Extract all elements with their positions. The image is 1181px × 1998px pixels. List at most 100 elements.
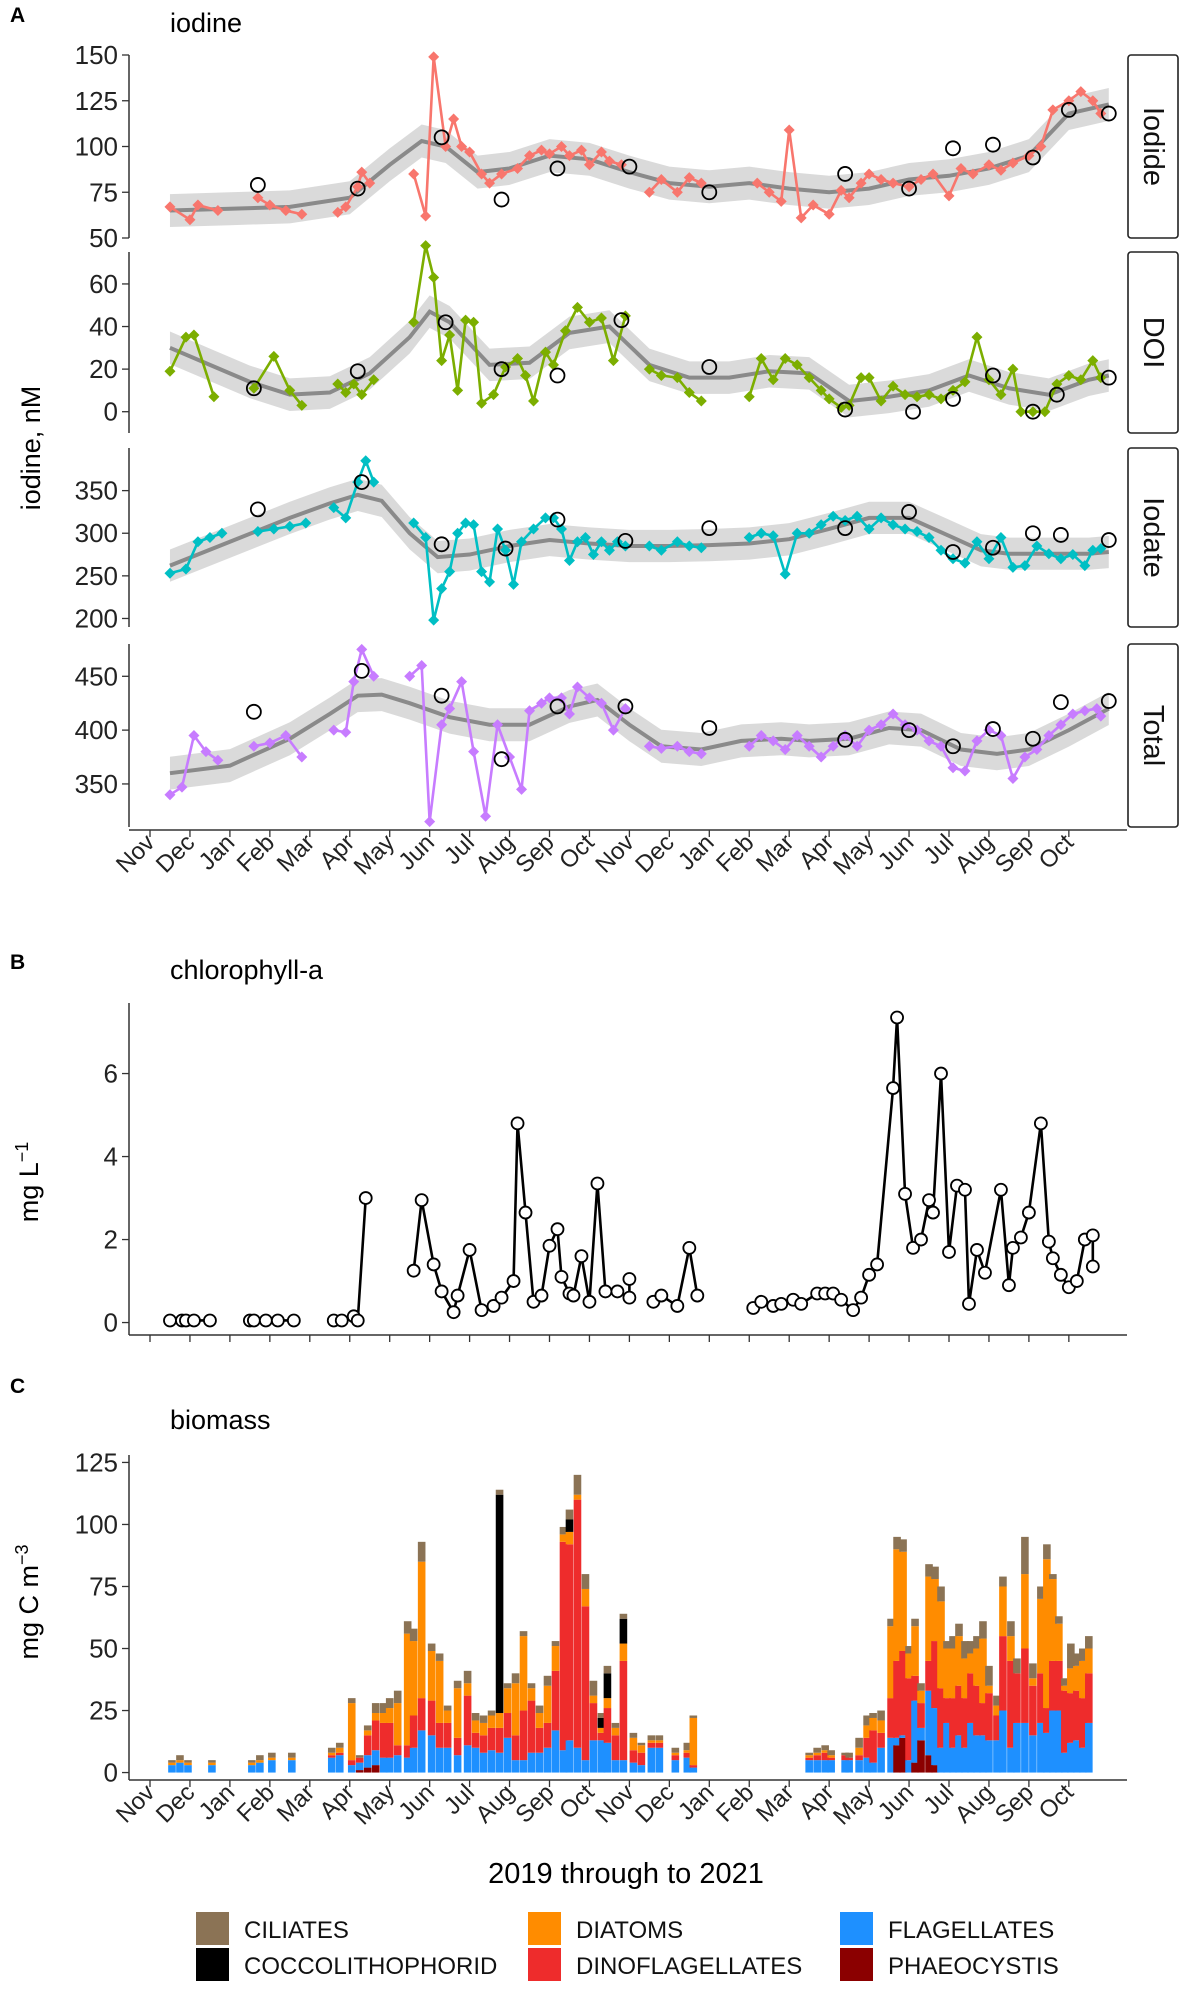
data-point: [755, 352, 767, 364]
biomass-segment-diatoms: [671, 1752, 680, 1756]
data-point: [955, 162, 967, 174]
data-point: [484, 177, 496, 189]
biomass-segment-ciliates: [355, 1755, 364, 1758]
biomass-bar: [543, 1675, 552, 1773]
chlorophyll-point: [590, 1176, 605, 1191]
biomass-bar: [1021, 1536, 1029, 1773]
biomass-bar: [637, 1742, 646, 1773]
biomass-segment-diatoms: [863, 1725, 871, 1738]
panel-a-x-tick-label: May: [349, 829, 400, 880]
panel-c-x-tick-label: May: [828, 1779, 879, 1830]
chlorophyll-point: [690, 1288, 705, 1303]
biomass-segment-diatoms: [511, 1683, 520, 1736]
biomass-segment-dinoflagellates: [955, 1685, 963, 1736]
biomass-segment-diatoms: [813, 1752, 821, 1756]
open-circle-point: [945, 738, 961, 755]
biomass-segment-diatoms: [689, 1717, 698, 1766]
biomass-segment-dinoflagellates: [845, 1757, 853, 1761]
panel-a-x-tick-label: Dec: [630, 829, 679, 878]
data-point: [408, 168, 420, 180]
chlorophyll-point: [958, 1182, 972, 1197]
biomass-segment-flagellates: [1021, 1722, 1029, 1773]
biomass-segment-dinoflagellates: [999, 1636, 1007, 1711]
panel-c-y-tick-label: 100: [75, 1509, 118, 1539]
legend-item-phaeocystis: PHAEOCYSTIS: [840, 1948, 1059, 1981]
biomass-segment-diatoms: [1021, 1574, 1029, 1649]
biomass-segment-flagellates: [479, 1752, 488, 1773]
biomass-segment-diatoms: [955, 1636, 963, 1686]
facet-total: 350 400 450 Total: [75, 643, 1179, 828]
biomass-segment-diatoms: [409, 1641, 418, 1716]
panel-a-x-tick-label: Jun: [393, 829, 439, 875]
biomass-segment-flagellates: [979, 1735, 987, 1773]
biomass-segment-diatoms: [256, 1760, 264, 1763]
data-point: [827, 740, 839, 752]
biomass-segment-ciliates: [955, 1623, 963, 1637]
data-point: [516, 783, 528, 795]
facet-strip: Iodate: [1127, 447, 1179, 628]
open-circle-point: [549, 698, 566, 715]
data-point: [587, 549, 599, 561]
data-point: [296, 399, 308, 411]
biomass-segment-dinoflagellates: [943, 1698, 951, 1723]
biomass-segment-diatoms: [597, 1727, 606, 1733]
panel-a-x-tick-label: Aug: [950, 829, 999, 878]
biomass-segment-diatoms: [869, 1717, 877, 1731]
biomass-segment-dinoflagellates: [1085, 1673, 1093, 1723]
data-point: [695, 748, 707, 760]
data-point: [863, 724, 875, 736]
data-point: [655, 742, 667, 754]
data-point: [516, 536, 528, 548]
data-point: [1039, 406, 1051, 418]
biomass-segment-diatoms: [1067, 1668, 1075, 1694]
open-circle-point: [1024, 403, 1041, 420]
panel-c-x-tick-label: Apr: [314, 1779, 360, 1825]
data-point: [927, 168, 939, 180]
data-point: [923, 389, 935, 401]
data-point: [264, 199, 276, 211]
data-point: [1067, 708, 1079, 720]
biomass-segment-diatoms: [435, 1660, 444, 1723]
facet-strip-box: [1127, 643, 1179, 828]
biomass-segment-flagellates: [535, 1752, 544, 1773]
biomass-segment-dinoflagellates: [821, 1752, 829, 1761]
biomass-segment-diatoms: [393, 1703, 402, 1746]
data-point: [695, 177, 707, 189]
data-point: [540, 346, 552, 358]
biomass-segment-flagellates: [647, 1747, 656, 1773]
biomass-segment-dinoflagellates: [603, 1708, 612, 1743]
data-point: [348, 676, 360, 688]
data-point: [583, 692, 595, 704]
legend-label: COCCOLITHOPHORID: [244, 1953, 497, 1980]
biomass-bar: [905, 1646, 913, 1773]
data-point: [851, 510, 863, 522]
panel-a-x-tick-label: Feb: [232, 829, 280, 877]
biomass-segment-dinoflagellates: [805, 1757, 813, 1761]
biomass-segment-ciliates: [443, 1705, 452, 1711]
facet-doi: 0 20 40 60 DOI: [89, 240, 1179, 434]
biomass-segment-diatoms: [495, 1713, 504, 1728]
biomass-segment-ciliates: [985, 1665, 993, 1686]
panel-b-y-tick-label: 6: [104, 1059, 118, 1089]
chlorophyll-point: [414, 1193, 429, 1208]
biomass-segment-flagellates: [917, 1727, 925, 1741]
biomass-segment-ciliates: [603, 1665, 612, 1674]
biomass-segment-flagellates: [905, 1760, 913, 1773]
open-circle-point: [837, 166, 854, 182]
biomass-segment-flagellates: [961, 1747, 969, 1773]
chlorophyll-point: [598, 1284, 613, 1299]
biomass-segment-ciliates: [611, 1722, 620, 1728]
panel-c-x-tick-label: Apr: [794, 1779, 840, 1825]
data-point: [348, 378, 360, 390]
biomass-bar: [487, 1710, 496, 1773]
biomass-segment-flagellates: [409, 1747, 418, 1773]
biomass-segment-dinoflagellates: [1049, 1660, 1057, 1711]
biomass-segment-diatoms: [637, 1745, 646, 1753]
biomass-segment-ciliates: [565, 1509, 574, 1520]
biomass-segment-dinoflagellates: [827, 1757, 835, 1761]
data-point: [444, 566, 456, 578]
chlorophyll-point: [1041, 1234, 1056, 1249]
data-point: [456, 676, 468, 688]
biomass-bar: [1029, 1663, 1037, 1773]
facet-strip-label: Iodide: [1137, 107, 1169, 186]
